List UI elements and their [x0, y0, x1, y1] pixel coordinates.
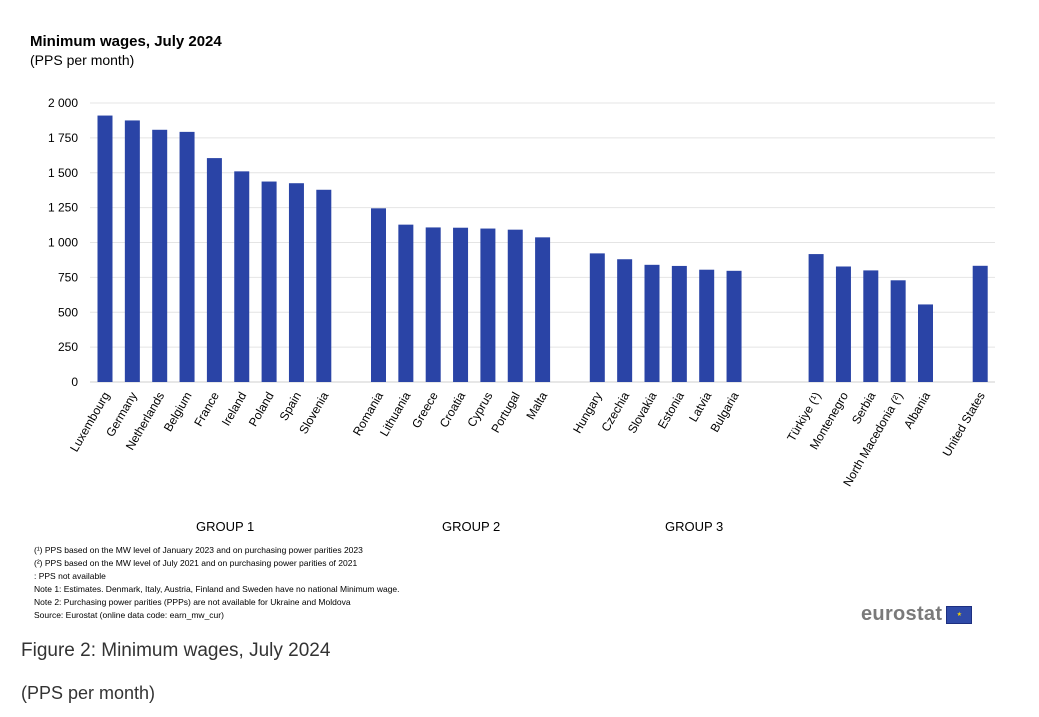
- bar-north-macedonia: [890, 280, 906, 382]
- bar-slovakia: [644, 264, 660, 382]
- bar-malta: [535, 237, 551, 382]
- bar-estonia: [671, 265, 687, 382]
- bar-bulgaria: [726, 270, 742, 382]
- y-tick-label: 250: [58, 340, 78, 354]
- x-tick-label: Estonia: [655, 389, 687, 431]
- note-4: Note 1: Estimates. Denmark, Italy, Austr…: [34, 584, 400, 594]
- x-tick-label: Latvia: [686, 389, 714, 424]
- y-tick-label: 1 000: [48, 236, 78, 250]
- x-tick-label: Croatia: [437, 389, 469, 430]
- y-tick-label: 0: [71, 375, 78, 389]
- bar-serbia: [863, 270, 879, 382]
- chart-notes: (¹) PPS based on the MW level of January…: [34, 544, 400, 622]
- bar-lithuania: [398, 224, 414, 382]
- figure-caption: Figure 2: Minimum wages, July 2024: [21, 640, 331, 661]
- bar-ireland: [234, 171, 250, 382]
- y-tick-label: 1 750: [48, 131, 78, 145]
- x-tick-label: Albania: [901, 389, 933, 431]
- x-tick-label: Malta: [523, 389, 550, 422]
- figure-caption-subtitle: (PPS per month): [21, 683, 156, 703]
- x-tick-label: Spain: [277, 390, 304, 424]
- eurostat-logo: eurostat ★: [861, 603, 973, 626]
- bar-united-states: [972, 265, 988, 382]
- bar-romania: [371, 208, 386, 382]
- bar-albania: [918, 304, 933, 382]
- bar-luxembourg: [97, 115, 113, 383]
- group-label-2: GROUP 2: [442, 519, 501, 534]
- bar-chart: 0 250 500 750 1 000 1 250 1 500 1 750 2 000 Luxem…: [48, 96, 995, 489]
- y-tick-label: 1 500: [48, 166, 78, 180]
- x-tick-label: France: [191, 389, 222, 429]
- group-label-1: GROUP 1: [196, 519, 255, 534]
- eurostat-logo-text: eurostat: [861, 603, 943, 625]
- note-1: (¹) PPS based on the MW level of January…: [34, 545, 363, 555]
- chart-title: Minimum wages, July 2024: [30, 33, 222, 50]
- bar-belgium: [179, 131, 195, 382]
- bar-czechia: [617, 259, 633, 382]
- note-3: : PPS not available: [34, 571, 106, 581]
- group-label-3: GROUP 3: [665, 519, 724, 534]
- y-tick-label: 1 250: [48, 201, 78, 215]
- eu-flag-icon: ★: [946, 605, 973, 624]
- bar-spain: [288, 183, 304, 382]
- note-5: Note 2: Purchasing power parities (PPPs)…: [34, 597, 351, 607]
- chart-subtitle: (PPS per month): [30, 52, 135, 68]
- x-tick-label: Poland: [246, 390, 277, 429]
- x-tick-label: Luxembourg: [67, 390, 112, 455]
- y-tick-label: 500: [58, 305, 78, 319]
- x-tick-label: Serbia: [849, 389, 879, 426]
- bar-cyprus: [480, 228, 496, 382]
- note-source: Source: Eurostat (online data code: earn…: [34, 610, 224, 620]
- x-tick-label: United States: [940, 389, 988, 458]
- x-tick-label: Greece: [409, 389, 441, 430]
- x-tick-label: Ireland: [219, 390, 249, 429]
- bar-netherlands: [152, 129, 168, 382]
- y-tick-label: 2 000: [48, 96, 78, 110]
- bar-france: [206, 158, 222, 382]
- bar-germany: [124, 120, 140, 382]
- bar-montenegro: [835, 266, 851, 382]
- bar-portugal: [507, 229, 523, 382]
- bar-croatia: [453, 227, 469, 382]
- y-tick-label: 750: [58, 270, 78, 284]
- note-2: (²) PPS based on the MW level of July 20…: [34, 558, 358, 568]
- bar-t-rkiye: [808, 254, 824, 382]
- bar-hungary: [589, 253, 605, 382]
- bar-slovenia: [316, 189, 332, 382]
- bar-poland: [261, 181, 277, 382]
- bar-greece: [425, 227, 441, 382]
- bar-latvia: [699, 269, 715, 382]
